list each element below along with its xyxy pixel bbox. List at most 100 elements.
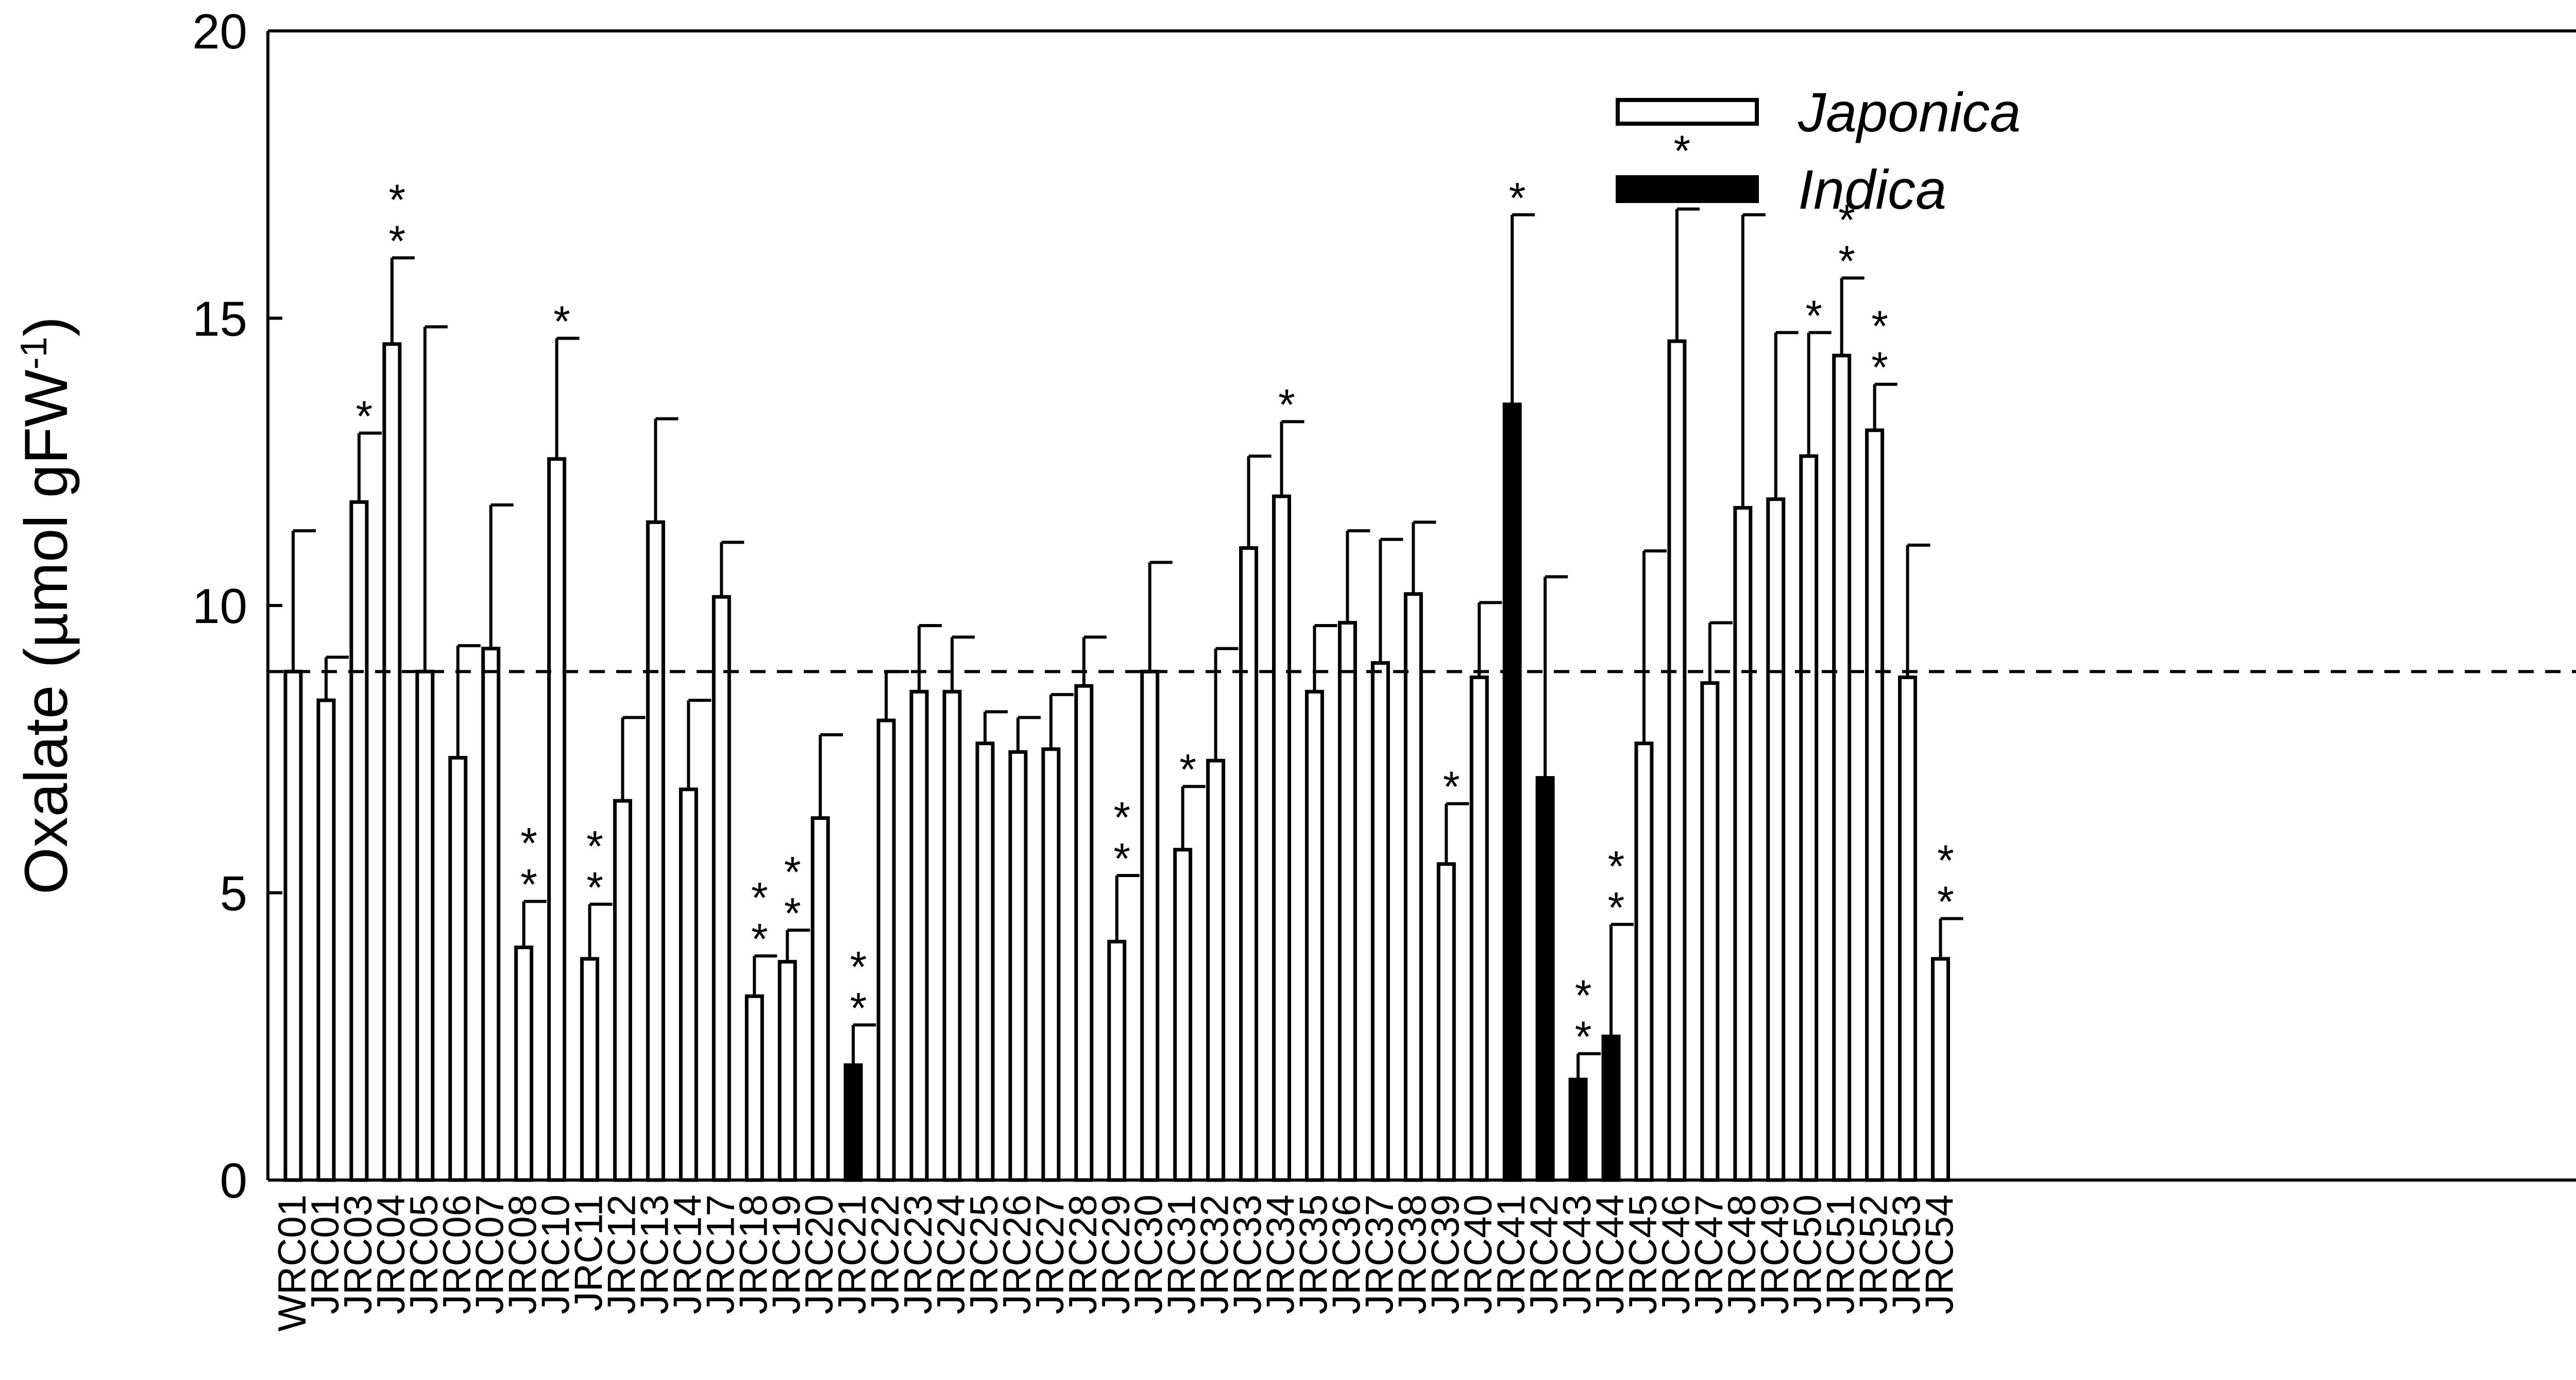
significance-mark-jrc04: * xyxy=(388,216,405,265)
bar-jrc27 xyxy=(1041,747,1061,1182)
category-label: JRC29 xyxy=(1094,1194,1138,1314)
bar-jrc43 xyxy=(1568,1078,1588,1182)
bar-jrc28 xyxy=(1074,684,1094,1182)
category-label: JRC19 xyxy=(765,1194,808,1314)
bar-jrc41 xyxy=(1502,402,1522,1182)
bar-jrc23 xyxy=(909,689,929,1182)
category-label: JRC47 xyxy=(1687,1194,1731,1314)
category-label: JRC40 xyxy=(1456,1194,1500,1314)
category-label: JRC01 xyxy=(303,1194,347,1314)
significance-mark-jrc50: * xyxy=(1805,291,1822,340)
significance-mark-jrc29: * xyxy=(1113,834,1130,883)
category-label: JRC07 xyxy=(468,1194,512,1314)
significance-mark-jrc21: * xyxy=(850,984,867,1032)
category-label: JRC17 xyxy=(699,1194,742,1314)
category-label: JRC24 xyxy=(929,1194,973,1314)
y-tick-label: 15 xyxy=(192,292,247,347)
bar-jrc49 xyxy=(1766,497,1786,1182)
category-label: JRC43 xyxy=(1555,1194,1599,1314)
significance-mark-jrc08: * xyxy=(520,819,537,867)
bar-jrc04 xyxy=(382,342,402,1182)
category-label: JRC11 xyxy=(567,1194,611,1311)
significance-mark-jrc43: * xyxy=(1575,971,1592,1020)
category-label: JRC10 xyxy=(534,1194,578,1314)
category-label: JRC03 xyxy=(336,1194,380,1314)
bar-jrc44 xyxy=(1601,1034,1621,1182)
significance-mark-jrc44: * xyxy=(1608,842,1625,890)
y-ticks-layer: 0 5 10 15 20 xyxy=(192,4,282,1208)
significance-mark-jrc51: * xyxy=(1838,195,1855,244)
significance-mark-jrc19: * xyxy=(784,889,801,937)
bar-jrc01 xyxy=(316,698,336,1182)
bar-jrc08 xyxy=(514,945,534,1182)
bar-jrc46 xyxy=(1667,339,1687,1182)
error-bars-layer xyxy=(292,207,1963,1080)
significance-mark-jrc18: * xyxy=(751,873,768,922)
category-label: JRC05 xyxy=(402,1194,446,1314)
bar-jrc47 xyxy=(1700,681,1720,1182)
bar-jrc52 xyxy=(1865,428,1885,1182)
significance-mark-jrc04: * xyxy=(388,175,405,224)
bar-jrc14 xyxy=(679,787,698,1182)
category-label: JRC33 xyxy=(1226,1194,1270,1314)
significance-mark-jrc21: * xyxy=(850,943,867,991)
significance-mark-jrc52: * xyxy=(1871,302,1888,350)
significance-mark-jrc51: * xyxy=(1838,237,1855,285)
significance-mark-jrc54: * xyxy=(1937,836,1954,885)
significance-mark-jrc54: * xyxy=(1937,878,1954,926)
significance-mark-jrc11: * xyxy=(586,863,603,912)
category-label: JRC13 xyxy=(633,1194,676,1314)
category-label: JRC31 xyxy=(1160,1194,1204,1314)
category-label: JRC14 xyxy=(666,1194,709,1314)
significance-mark-jrc44: * xyxy=(1608,883,1625,932)
y-tick-label: 0 xyxy=(220,1153,247,1208)
bar-jrc54 xyxy=(1931,957,1950,1182)
bar-jrc31 xyxy=(1173,848,1193,1182)
bar-jrc21 xyxy=(843,1063,863,1182)
bar-jrc29 xyxy=(1107,939,1127,1182)
significance-mark-jrc41: * xyxy=(1509,174,1526,222)
significance-mark-jrc43: * xyxy=(1575,1013,1592,1061)
bar-wrc01 xyxy=(283,669,303,1182)
category-label: JRC49 xyxy=(1753,1194,1797,1314)
category-labels-layer: WRC01JRC01JRC03JRC04JRC05JRC06JRC07JRC08… xyxy=(270,1194,1962,1332)
bar-jrc39 xyxy=(1436,862,1456,1182)
significance-mark-jrc18: * xyxy=(751,915,768,963)
bar-jrc30 xyxy=(1140,669,1160,1182)
bar-jrc13 xyxy=(646,520,665,1182)
bar-jrc17 xyxy=(711,595,731,1182)
bar-jrc45 xyxy=(1634,742,1654,1182)
category-label: JRC53 xyxy=(1885,1194,1929,1314)
category-label: JRC38 xyxy=(1391,1194,1434,1314)
category-label: JRC42 xyxy=(1522,1194,1566,1314)
category-label: JRC54 xyxy=(1918,1194,1962,1314)
bar-jrc26 xyxy=(1008,750,1028,1182)
y-axis-title: Oxalate (µmol gFW-1) xyxy=(12,316,80,895)
significance-mark-jrc31: * xyxy=(1179,745,1196,794)
category-label: JRC34 xyxy=(1259,1194,1303,1314)
category-label: JRC37 xyxy=(1358,1194,1401,1314)
significance-mark-jrc46: * xyxy=(1674,127,1691,175)
bar-jrc05 xyxy=(415,669,435,1182)
y-tick-label: 5 xyxy=(220,866,247,921)
category-label: JRC36 xyxy=(1325,1194,1368,1314)
y-tick-label: 10 xyxy=(192,579,247,634)
y-axis-title-close: ) xyxy=(12,316,80,336)
bar-jrc33 xyxy=(1239,546,1259,1182)
bar-jrc10 xyxy=(547,457,567,1182)
bar-jrc53 xyxy=(1898,675,1918,1182)
category-label: JRC32 xyxy=(1193,1194,1237,1314)
bar-jrc50 xyxy=(1799,454,1819,1182)
category-label: JRC26 xyxy=(995,1194,1039,1314)
category-label: JRC51 xyxy=(1819,1194,1863,1314)
significance-mark-jrc11: * xyxy=(586,822,603,870)
category-label: JRC21 xyxy=(831,1194,874,1314)
category-label: JRC08 xyxy=(501,1194,545,1314)
bar-jrc07 xyxy=(481,647,501,1182)
bar-jrc51 xyxy=(1832,354,1852,1182)
bar-jrc34 xyxy=(1272,494,1291,1182)
category-label: JRC45 xyxy=(1621,1194,1665,1314)
bar-jrc32 xyxy=(1206,759,1226,1182)
significance-mark-jrc10: * xyxy=(553,297,570,346)
category-label: JRC22 xyxy=(863,1194,907,1314)
